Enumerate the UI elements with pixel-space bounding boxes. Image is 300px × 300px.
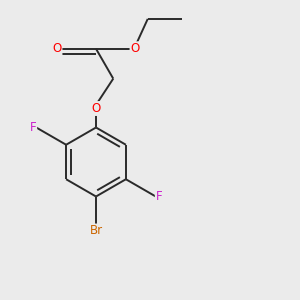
Text: F: F bbox=[156, 190, 162, 203]
Text: O: O bbox=[130, 42, 140, 55]
Text: F: F bbox=[30, 121, 36, 134]
Text: O: O bbox=[92, 102, 100, 115]
Text: O: O bbox=[52, 42, 62, 55]
Text: Br: Br bbox=[89, 224, 103, 238]
